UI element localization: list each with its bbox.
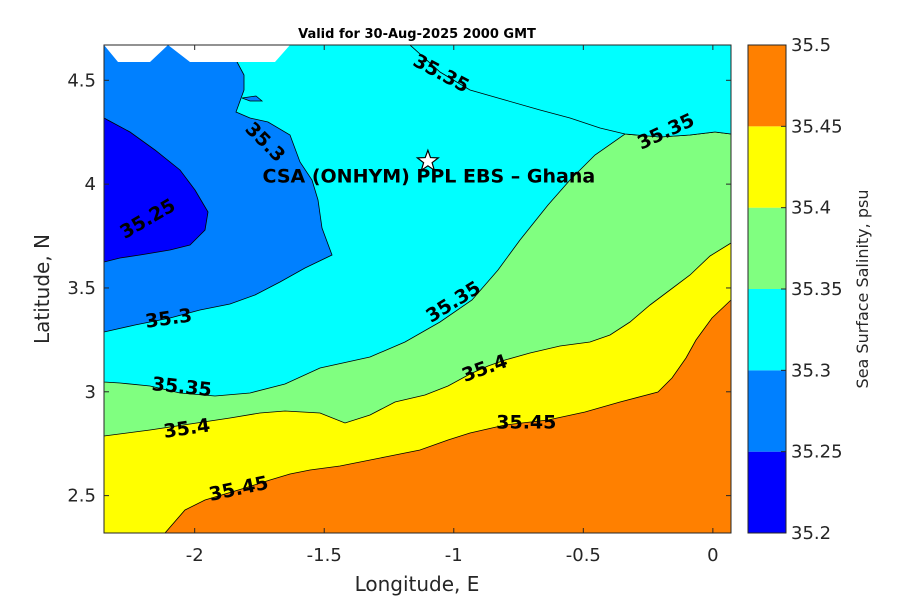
colorbar-label: Sea Surface Salinity, psu (853, 190, 872, 389)
colorbar-band (748, 207, 786, 289)
site-marker-star-icon (415, 148, 440, 172)
colorbar-tick-label: 35.25 (791, 442, 843, 463)
y-axis-label: Latitude, N (30, 234, 54, 344)
colorbar-band (748, 289, 786, 371)
colorbar-tick-label: 35.45 (791, 116, 843, 137)
y-tick-label: 3 (85, 382, 96, 403)
colorbar-tick-label: 35.5 (791, 35, 831, 56)
colorbar-tick-label: 35.3 (791, 360, 831, 381)
plot-area: 35.2535.335.335.3535.3535.3535.3535.435.… (67, 44, 732, 566)
colorbar-tick-label: 35.35 (791, 279, 843, 300)
contour-label: 35.45 (496, 411, 556, 433)
x-tick-label: 0 (707, 545, 718, 566)
y-tick-label: 2.5 (67, 486, 96, 507)
x-tick-label: -2 (186, 545, 204, 566)
y-tick-label: 4 (85, 174, 96, 195)
y-tick-label: 3.5 (67, 278, 96, 299)
x-tick-label: -1.5 (307, 545, 342, 566)
x-tick-label: -1 (445, 545, 463, 566)
no-data-patch (104, 45, 290, 62)
region-35-2-35-25 (104, 117, 209, 263)
blue-patch (241, 95, 264, 102)
colorbar-tick-label: 35.4 (791, 198, 831, 219)
region-35-3-35-35-north (409, 45, 731, 138)
plot-frame (103, 44, 732, 534)
colorbar-band (748, 370, 786, 452)
colorbar-band (748, 451, 786, 533)
x-axis-label: Longitude, E (355, 572, 480, 596)
y-tick-label: 4.5 (67, 70, 96, 91)
region-35-25-35-3 (104, 45, 333, 333)
x-tick-label: -0.5 (566, 545, 601, 566)
colorbar-band (748, 45, 786, 127)
colorbar: 35.2 35.25 35.3 35.35 35.4 35.45 35.5 Sea Surf… (747, 35, 872, 544)
colorbar-tick-label: 35.2 (791, 523, 831, 544)
colorbar-band (748, 126, 786, 208)
site-marker-label: CSA (ONHYM) PPL EBS – Ghana (263, 165, 596, 187)
chart-title: Valid for 30-Aug-2025 2000 GMT (298, 27, 536, 42)
